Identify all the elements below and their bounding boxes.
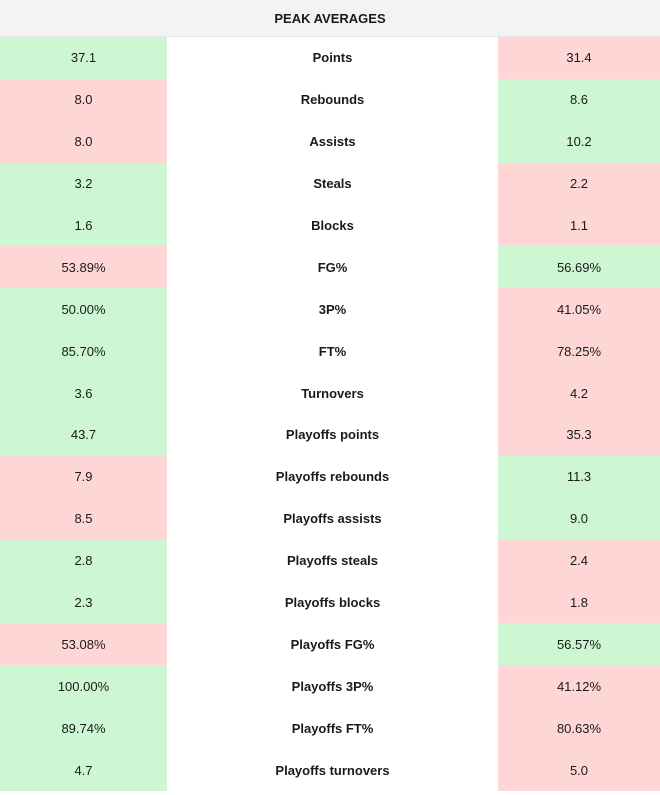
stat-label: Playoffs turnovers: [167, 749, 498, 792]
stat-label: Playoffs FG%: [167, 623, 498, 666]
stat-label: Playoffs steals: [167, 539, 498, 582]
table-row: 2.8 Playoffs steals 2.4: [0, 539, 660, 582]
stat-label: FG%: [167, 246, 498, 289]
table-row: 53.08% Playoffs FG% 56.57%: [0, 623, 660, 666]
table-row: 37.1 Points 31.4: [0, 37, 660, 79]
left-player-value: 3.2: [0, 162, 167, 205]
right-player-value: 5.0: [498, 749, 660, 792]
left-player-value: 1.6: [0, 204, 167, 247]
table-row: 3.2 Steals 2.2: [0, 162, 660, 205]
left-player-value: 43.7: [0, 414, 167, 456]
table-row: 53.89% FG% 56.69%: [0, 246, 660, 289]
left-player-value: 53.08%: [0, 623, 167, 666]
table-row: 4.7 Playoffs turnovers 5.0: [0, 749, 660, 792]
table-row: 85.70% FT% 78.25%: [0, 330, 660, 373]
table-row: 89.74% Playoffs FT% 80.63%: [0, 707, 660, 750]
stat-label: Playoffs assists: [167, 497, 498, 540]
right-player-value: 1.1: [498, 204, 660, 247]
right-player-value: 35.3: [498, 414, 660, 456]
stat-label: Blocks: [167, 204, 498, 247]
right-player-value: 56.69%: [498, 246, 660, 289]
right-player-value: 8.6: [498, 78, 660, 121]
stat-label: Playoffs 3P%: [167, 665, 498, 708]
table-row: 8.5 Playoffs assists 9.0: [0, 497, 660, 540]
stat-label: 3P%: [167, 288, 498, 331]
stat-label: Playoffs blocks: [167, 581, 498, 624]
left-player-value: 100.00%: [0, 665, 167, 708]
stat-label: Points: [167, 37, 498, 79]
table-row: 7.9 Playoffs rebounds 11.3: [0, 455, 660, 498]
stat-rows: 37.1 Points 31.4 8.0 Rebounds 8.6 8.0 Assists 10…: [0, 37, 660, 792]
table-row: 3.6 Turnovers 4.2: [0, 372, 660, 415]
table-row: 8.0 Rebounds 8.6: [0, 78, 660, 121]
left-player-value: 89.74%: [0, 707, 167, 750]
left-player-value: 8.0: [0, 120, 167, 163]
right-player-value: 41.12%: [498, 665, 660, 708]
right-player-value: 2.4: [498, 539, 660, 582]
left-player-value: 7.9: [0, 455, 167, 498]
stat-label: Playoffs points: [167, 414, 498, 456]
table-row: 50.00% 3P% 41.05%: [0, 288, 660, 331]
stat-label: Assists: [167, 120, 498, 163]
right-player-value: 1.8: [498, 581, 660, 624]
left-player-value: 2.3: [0, 581, 167, 624]
right-player-value: 11.3: [498, 455, 660, 498]
left-player-value: 53.89%: [0, 246, 167, 289]
table-row: 100.00% Playoffs 3P% 41.12%: [0, 665, 660, 708]
left-player-value: 8.5: [0, 497, 167, 540]
left-player-value: 3.6: [0, 372, 167, 415]
left-player-value: 2.8: [0, 539, 167, 582]
right-player-value: 10.2: [498, 120, 660, 163]
left-player-value: 85.70%: [0, 330, 167, 373]
left-player-value: 4.7: [0, 749, 167, 792]
stat-label: Playoffs rebounds: [167, 455, 498, 498]
right-player-value: 80.63%: [498, 707, 660, 750]
stat-label: FT%: [167, 330, 498, 373]
right-player-value: 9.0: [498, 497, 660, 540]
right-player-value: 41.05%: [498, 288, 660, 331]
table-row: 43.7 Playoffs points 35.3: [0, 414, 660, 456]
table-row: 2.3 Playoffs blocks 1.8: [0, 581, 660, 624]
right-player-value: 31.4: [498, 37, 660, 79]
left-player-value: 8.0: [0, 78, 167, 121]
right-player-value: 4.2: [498, 372, 660, 415]
left-player-value: 50.00%: [0, 288, 167, 331]
table-title: PEAK AVERAGES: [0, 0, 660, 37]
stat-label: Playoffs FT%: [167, 707, 498, 750]
right-player-value: 2.2: [498, 162, 660, 205]
stat-label: Turnovers: [167, 372, 498, 415]
table-row: 1.6 Blocks 1.1: [0, 204, 660, 247]
right-player-value: 78.25%: [498, 330, 660, 373]
stat-label: Steals: [167, 162, 498, 205]
stat-label: Rebounds: [167, 78, 498, 121]
left-player-value: 37.1: [0, 37, 167, 79]
right-player-value: 56.57%: [498, 623, 660, 666]
table-row: 8.0 Assists 10.2: [0, 120, 660, 163]
